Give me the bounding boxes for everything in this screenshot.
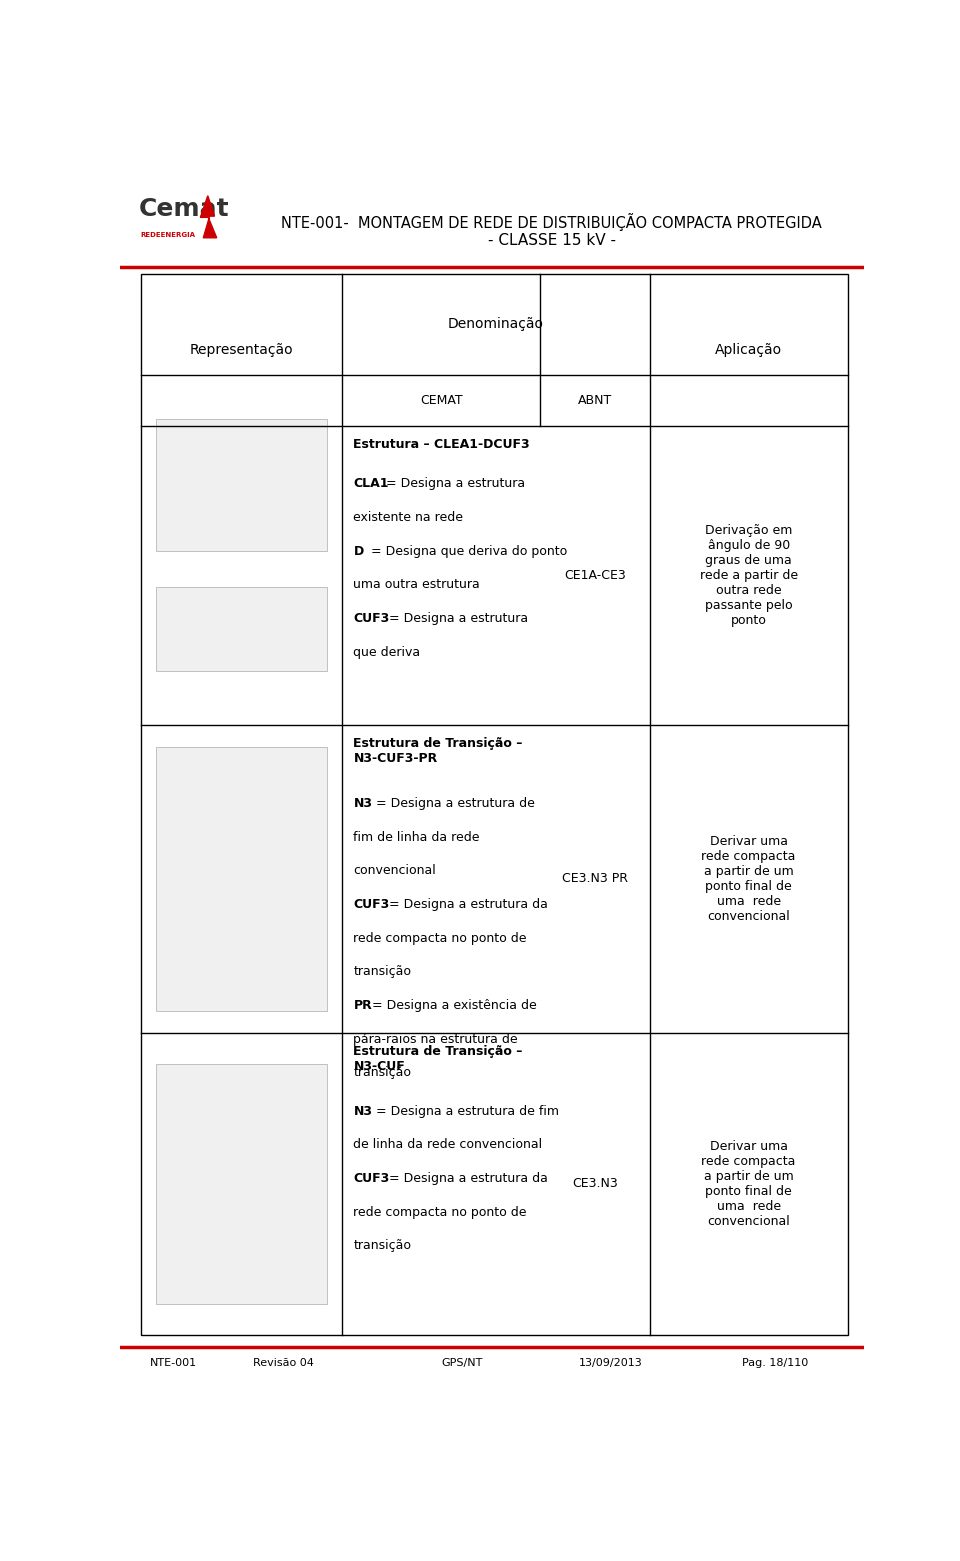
- Text: CUF3: CUF3: [353, 612, 390, 624]
- Text: - CLASSE 15 kV -: - CLASSE 15 kV -: [488, 233, 615, 248]
- Text: Derivar uma
rede compacta
a partir de um
ponto final de
uma  rede
convencional: Derivar uma rede compacta a partir de um…: [702, 1140, 796, 1229]
- Text: Denominação: Denominação: [448, 317, 544, 331]
- Text: rede compacta no ponto de: rede compacta no ponto de: [353, 1205, 527, 1219]
- Text: Pag. 18/110: Pag. 18/110: [741, 1358, 808, 1367]
- Text: pára-raios na estrutura de: pára-raios na estrutura de: [353, 1033, 518, 1046]
- Text: transição: transição: [353, 1066, 412, 1079]
- Text: CUF3: CUF3: [353, 1172, 390, 1185]
- Text: transição: transição: [353, 965, 412, 979]
- Text: convencional: convencional: [353, 865, 436, 877]
- Text: de linha da rede convencional: de linha da rede convencional: [353, 1138, 542, 1152]
- Text: GPS/NT: GPS/NT: [442, 1358, 483, 1367]
- Text: = Designa a existência de: = Designa a existência de: [372, 999, 537, 1012]
- Text: NTE-001: NTE-001: [150, 1358, 197, 1367]
- Text: Derivar uma
rede compacta
a partir de um
ponto final de
uma  rede
convencional: Derivar uma rede compacta a partir de um…: [702, 835, 796, 923]
- Text: D: D: [353, 545, 364, 557]
- Text: uma outra estrutura: uma outra estrutura: [353, 578, 480, 592]
- Text: = Designa a estrutura da: = Designa a estrutura da: [385, 898, 547, 912]
- Text: transição: transição: [353, 1239, 412, 1252]
- Text: CE3.N3 PR: CE3.N3 PR: [562, 873, 628, 885]
- Bar: [141, 273, 848, 1335]
- Text: Representação: Representação: [190, 343, 294, 357]
- Text: NTE-001-  MONTAGEM DE REDE DE DISTRIBUIÇÃO COMPACTA PROTEGIDA: NTE-001- MONTAGEM DE REDE DE DISTRIBUIÇÃ…: [281, 212, 822, 231]
- Text: Aplicação: Aplicação: [715, 343, 782, 357]
- Text: que deriva: que deriva: [353, 646, 420, 659]
- Text: N3: N3: [353, 798, 372, 810]
- Text: existente na rede: existente na rede: [353, 510, 464, 524]
- Text: CE1A-CE3: CE1A-CE3: [564, 568, 626, 582]
- Text: Revisão 04: Revisão 04: [253, 1358, 314, 1367]
- Text: = Designa a estrutura de: = Designa a estrutura de: [372, 798, 535, 810]
- Bar: [156, 418, 327, 551]
- Text: Estrutura de Transição –
N3-CUF: Estrutura de Transição – N3-CUF: [353, 1044, 523, 1072]
- Text: Estrutura de Transição –
N3-CUF3-PR: Estrutura de Transição – N3-CUF3-PR: [353, 737, 523, 765]
- Text: CLA1: CLA1: [353, 478, 389, 490]
- Text: CE3.N3: CE3.N3: [572, 1177, 618, 1191]
- Text: 13/09/2013: 13/09/2013: [579, 1358, 643, 1367]
- Text: rede compacta no ponto de: rede compacta no ponto de: [353, 932, 527, 944]
- Bar: [156, 746, 327, 1012]
- Text: PR: PR: [353, 999, 372, 1012]
- Text: fim de linha da rede: fim de linha da rede: [353, 830, 480, 843]
- Text: = Designa a estrutura de fim: = Designa a estrutura de fim: [372, 1105, 559, 1118]
- Text: Estrutura – CLEA1-DCUF3: Estrutura – CLEA1-DCUF3: [353, 437, 530, 451]
- Text: = Designa que deriva do ponto: = Designa que deriva do ponto: [367, 545, 567, 557]
- Text: = Designa a estrutura: = Designa a estrutura: [382, 478, 525, 490]
- Text: Cemat: Cemat: [138, 197, 229, 222]
- Text: CEMAT: CEMAT: [420, 393, 463, 407]
- Bar: [156, 587, 327, 671]
- Text: CUF3: CUF3: [353, 898, 390, 912]
- Text: N3: N3: [353, 1105, 372, 1118]
- Polygon shape: [201, 195, 217, 237]
- Text: ABNT: ABNT: [578, 393, 612, 407]
- Text: REDEENERGIA: REDEENERGIA: [141, 231, 196, 237]
- Text: Derivação em
ângulo de 90
graus de uma
rede a partir de
outra rede
passante pelo: Derivação em ângulo de 90 graus de uma r…: [700, 524, 798, 628]
- Text: = Designa a estrutura: = Designa a estrutura: [385, 612, 528, 624]
- Text: = Designa a estrutura da: = Designa a estrutura da: [385, 1172, 547, 1185]
- Bar: [156, 1063, 327, 1303]
